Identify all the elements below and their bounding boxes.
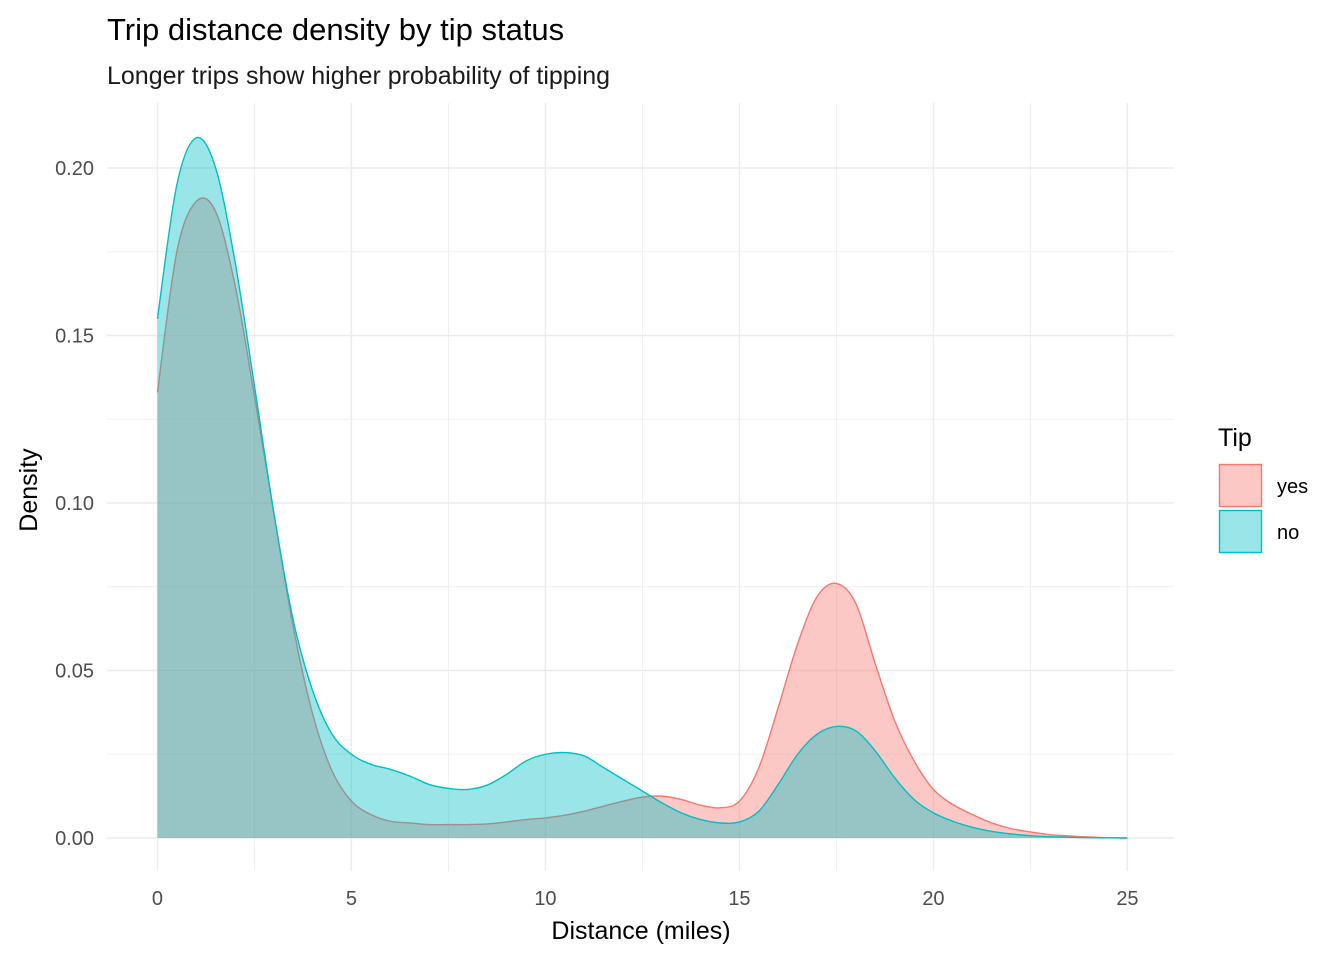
legend-title: Tip bbox=[1218, 424, 1252, 452]
x-tick-label: 5 bbox=[346, 888, 357, 910]
gridlines bbox=[107, 103, 1174, 871]
legend: Tip yes no bbox=[1218, 424, 1308, 554]
density-line-yes bbox=[156, 197, 1128, 839]
y-tick-label: 0.05 bbox=[55, 661, 94, 683]
y-tick-label: 0.00 bbox=[55, 828, 94, 850]
density-area-yes bbox=[157, 198, 1128, 839]
chart-title: Trip distance density by tip status bbox=[107, 12, 564, 47]
legend-swatch-no bbox=[1218, 509, 1263, 554]
y-tick-label: 0.20 bbox=[55, 158, 94, 180]
legend-item-yes: yes bbox=[1218, 463, 1308, 508]
legend-key-bg bbox=[1219, 464, 1262, 507]
x-tick-label: 20 bbox=[922, 888, 944, 910]
legend-label-yes: yes bbox=[1277, 476, 1308, 498]
x-tick-label: 25 bbox=[1116, 888, 1138, 910]
y-tick-label: 0.10 bbox=[55, 493, 94, 515]
y-axis-title: Density bbox=[15, 448, 43, 532]
x-tick-label: 15 bbox=[728, 888, 750, 910]
y-axis-ticks: 0.00 0.05 0.10 0.15 0.20 bbox=[55, 158, 94, 850]
legend-swatch-yes bbox=[1218, 463, 1263, 508]
legend-key-bg bbox=[1219, 510, 1262, 553]
density-series bbox=[156, 136, 1128, 839]
x-tick-label: 0 bbox=[152, 888, 163, 910]
legend-items: yes no bbox=[1218, 463, 1308, 554]
x-axis-ticks: 0 5 10 15 20 25 bbox=[152, 888, 1139, 910]
legend-label-no: no bbox=[1277, 522, 1299, 544]
chart-subtitle: Longer trips show higher probability of … bbox=[107, 62, 610, 90]
density-area-no bbox=[157, 137, 1128, 838]
y-tick-label: 0.15 bbox=[55, 326, 94, 348]
legend-item-no: no bbox=[1218, 509, 1299, 554]
density-line-no bbox=[156, 136, 1128, 839]
x-axis-title: Distance (miles) bbox=[551, 917, 730, 945]
x-tick-label: 10 bbox=[534, 888, 556, 910]
